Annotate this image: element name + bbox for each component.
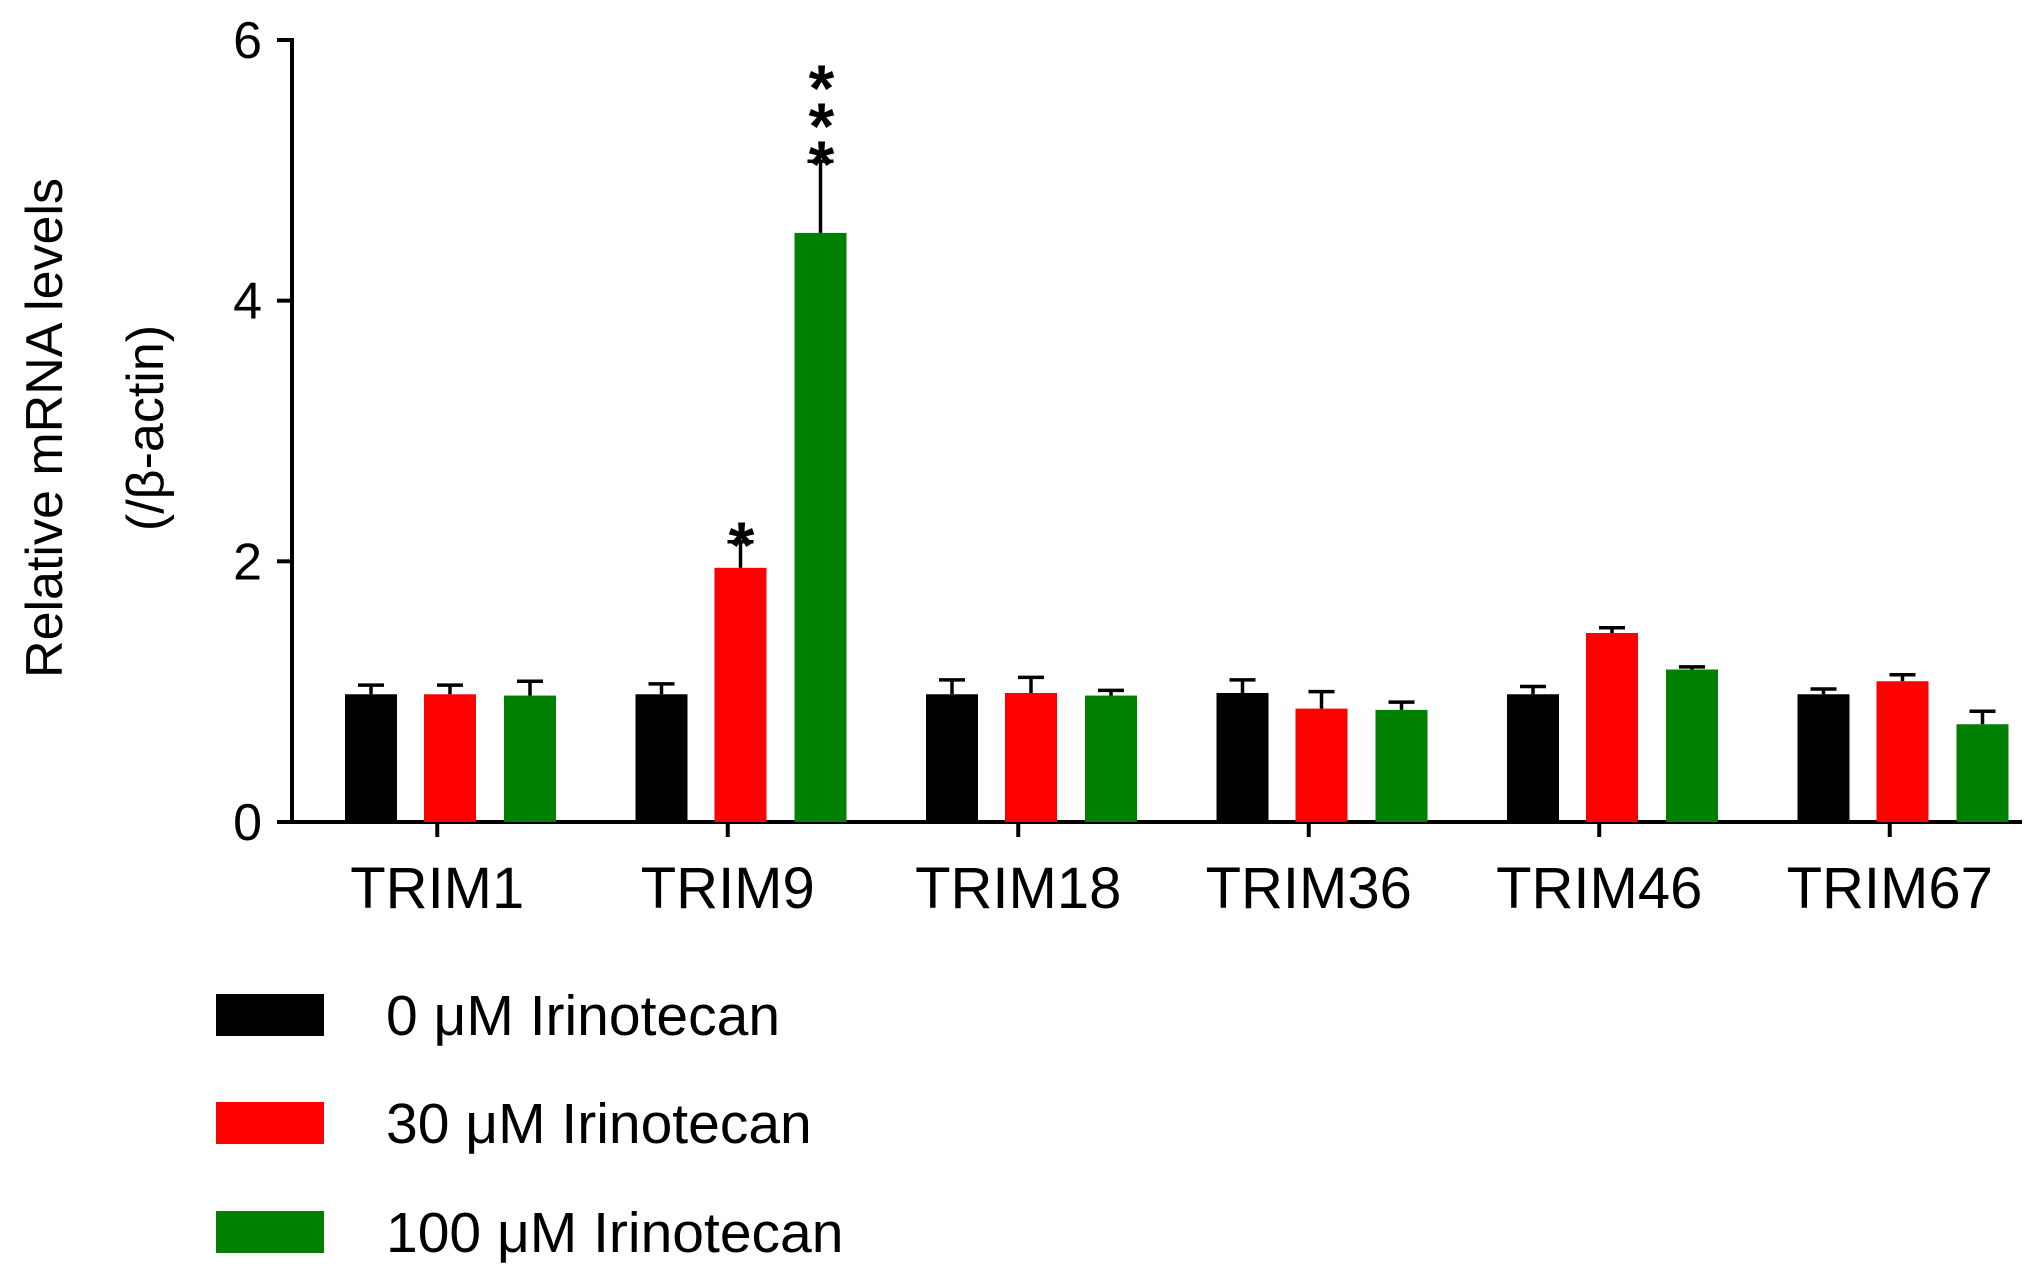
legend-swatch: [216, 1211, 324, 1253]
legend-label: 0 μM Irinotecan: [386, 984, 780, 1048]
y-tick-label: 6: [233, 12, 262, 70]
legend-swatch: [216, 994, 324, 1036]
bar: [1005, 692, 1057, 822]
error-bars: [358, 159, 1996, 725]
bar: [1586, 633, 1638, 822]
legend-label: 100 μM Irinotecan: [386, 1201, 843, 1265]
x-tick-label: TRIM1: [350, 856, 524, 921]
axes: 0 2 4 6: [233, 12, 2022, 852]
bar: [1797, 694, 1850, 822]
legend-swatch: [216, 1102, 324, 1144]
significance-star: *: [809, 89, 835, 163]
y-axis-label-line2: (/β-actin): [117, 325, 175, 531]
bars: [345, 232, 2009, 823]
y-tick-label: 4: [233, 273, 262, 331]
bar: [635, 694, 688, 822]
x-tick-label: TRIM36: [1206, 856, 1412, 921]
significance-markers: ****: [729, 51, 835, 582]
significance-star: *: [809, 51, 835, 125]
bar: [1375, 709, 1428, 822]
bar: [1666, 669, 1718, 822]
bar: [794, 232, 847, 823]
bar: [1295, 708, 1348, 822]
y-axis-label-line1: Relative mRNA levels: [16, 178, 74, 678]
y-tick-label: 0: [233, 794, 262, 852]
bar: [1507, 694, 1559, 822]
x-tick-label: TRIM67: [1787, 856, 1993, 921]
bar: [714, 567, 767, 822]
y-tick-label: 2: [233, 533, 262, 591]
bar: [1085, 695, 1137, 822]
y-axis-label: Relative mRNA levels (/β-actin): [16, 178, 175, 678]
x-tick-label: TRIM46: [1496, 856, 1702, 921]
bar: [424, 694, 476, 822]
bar: [1216, 692, 1269, 822]
significance-star: *: [809, 127, 835, 201]
x-tick-label: TRIM9: [641, 856, 815, 921]
x-tick-labels: TRIM1 TRIM9 TRIM18 TRIM36 TRIM46 TRIM67: [350, 856, 1993, 921]
bar: [345, 694, 397, 822]
legend-label: 30 μM Irinotecan: [386, 1092, 812, 1156]
bar: [1956, 724, 2009, 822]
bar: [504, 695, 556, 822]
bar: [926, 694, 978, 822]
x-tick-label: TRIM18: [915, 856, 1121, 921]
legend: 0 μM Irinotecan 30 μM Irinotecan 100 μM Ir…: [216, 984, 843, 1265]
bar: [1876, 681, 1929, 822]
significance-star: *: [729, 508, 755, 582]
